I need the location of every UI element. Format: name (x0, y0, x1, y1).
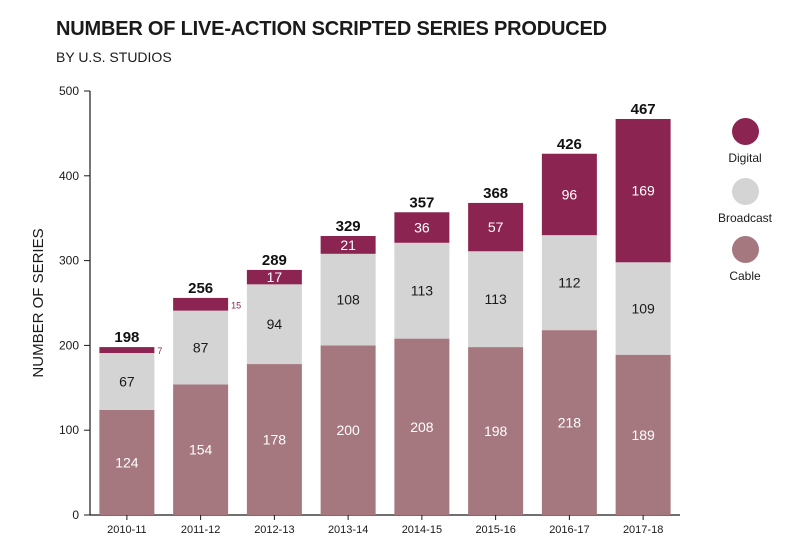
legend-item-cable: Cable (700, 236, 790, 283)
total-label: 289 (262, 252, 287, 269)
data-label-broadcast: 113 (484, 291, 507, 307)
bar-segment-cable (541, 330, 597, 515)
total-label: 368 (483, 185, 508, 202)
legend-item-digital: Digital (700, 118, 790, 165)
bar-segment-digital (541, 153, 597, 236)
x-tick-label: 2017-18 (623, 524, 663, 536)
bar-segment-digital (394, 212, 450, 243)
data-label-broadcast: 94 (267, 316, 283, 332)
y-tick-label: 0 (72, 508, 79, 522)
bar-segment-broadcast (320, 253, 376, 346)
bar-segment-digital (615, 118, 671, 263)
bar-segment-digital (99, 347, 155, 354)
bar-segment-cable (320, 345, 376, 515)
total-label: 426 (557, 136, 582, 153)
bar-segment-digital (173, 297, 229, 311)
total-label: 256 (188, 280, 213, 297)
y-tick-label: 500 (59, 84, 79, 98)
data-label-cable: 124 (115, 454, 139, 470)
bar-segment-broadcast (246, 284, 302, 365)
legend-swatch-broadcast (731, 178, 759, 205)
data-label-digital: 21 (340, 237, 356, 253)
legend-label-cable: Cable (729, 269, 761, 283)
data-label-digital: 15 (231, 300, 241, 310)
total-label: 467 (631, 101, 656, 118)
bar-segment-digital (468, 202, 524, 252)
bar-segment-digital (320, 236, 376, 254)
y-tick-label: 100 (59, 423, 79, 437)
bar-segment-digital (246, 269, 302, 285)
bar-segment-broadcast (99, 353, 155, 410)
data-label-broadcast: 67 (119, 373, 135, 389)
data-label-digital: 96 (562, 186, 578, 202)
legend-swatch-cable (731, 236, 759, 263)
data-label-cable: 189 (631, 427, 655, 443)
data-label-digital: 169 (631, 183, 655, 199)
legend-swatch-digital (731, 118, 759, 145)
total-label: 198 (114, 329, 139, 346)
data-label-broadcast: 113 (411, 283, 434, 299)
data-label-cable: 200 (336, 422, 360, 438)
bar-segment-cable (173, 384, 229, 515)
x-tick-label: 2010-11 (107, 524, 147, 536)
data-label-digital: 57 (488, 219, 504, 235)
bar-segment-cable (615, 354, 671, 515)
y-tick-label: 200 (59, 338, 79, 352)
data-label-digital: 7 (157, 346, 162, 356)
bar-segment-broadcast (615, 262, 671, 355)
legend-label-broadcast: Broadcast (717, 211, 773, 225)
data-label-broadcast: 109 (631, 301, 655, 317)
data-label-broadcast: 108 (336, 292, 360, 308)
x-tick-label: 2014-15 (402, 524, 442, 536)
y-axis-title: NUMBER OF SERIES (30, 228, 47, 377)
bar-segment-broadcast (541, 235, 597, 331)
y-tick-label: 300 (59, 254, 79, 268)
x-tick-label: 2016-17 (549, 524, 589, 536)
total-label: 357 (409, 194, 434, 211)
total-label: 329 (336, 218, 361, 235)
bar-segment-broadcast (394, 242, 450, 339)
data-label-cable: 218 (558, 415, 582, 431)
chart-title: NUMBER OF LIVE-ACTION SCRIPTED SERIES PR… (56, 18, 607, 40)
data-label-cable: 208 (410, 419, 434, 435)
legend-label-digital: Digital (728, 151, 762, 165)
bar-segment-cable (99, 409, 155, 515)
legend-item-broadcast: Broadcast (700, 178, 790, 225)
data-label-digital: 17 (267, 269, 283, 285)
bar-segment-cable (246, 364, 302, 515)
data-label-cable: 178 (263, 432, 287, 448)
data-label-cable: 198 (484, 423, 508, 439)
data-label-cable: 154 (189, 442, 213, 458)
chart-subtitle: BY U.S. STUDIOS (56, 49, 172, 65)
y-tick-label: 400 (59, 169, 79, 183)
bar-segment-cable (394, 338, 450, 515)
bar-segment-broadcast (173, 310, 229, 385)
x-tick-label: 2015-16 (475, 524, 515, 536)
data-label-digital: 36 (414, 220, 430, 236)
bar-segment-cable (468, 347, 524, 515)
data-label-broadcast: 112 (558, 275, 581, 291)
data-label-broadcast: 87 (193, 340, 209, 356)
bar-segment-broadcast (468, 251, 524, 348)
x-tick-label: 2013-14 (328, 524, 368, 536)
x-tick-label: 2012-13 (254, 524, 294, 536)
x-tick-label: 2011-12 (181, 524, 221, 536)
